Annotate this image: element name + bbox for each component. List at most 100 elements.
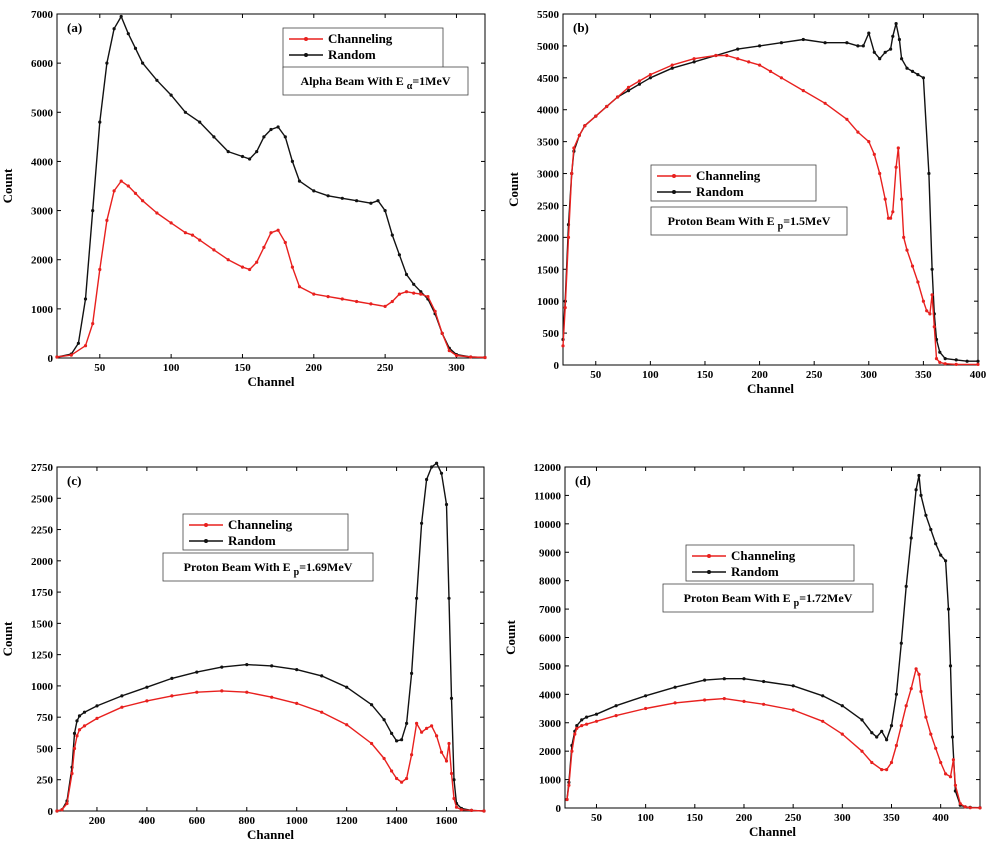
x-tick-label: 250	[785, 812, 802, 824]
data-point	[875, 735, 879, 739]
data-point	[648, 76, 653, 80]
data-point	[801, 37, 805, 42]
data-point	[383, 209, 387, 213]
data-point	[75, 734, 79, 738]
data-point	[703, 698, 707, 702]
data-point	[965, 359, 969, 363]
data-point	[326, 194, 330, 198]
data-point	[420, 521, 424, 525]
data-point	[566, 235, 571, 239]
data-point	[914, 667, 918, 671]
y-tick-label: 2500	[537, 200, 560, 212]
data-point	[405, 776, 409, 781]
data-point	[954, 362, 958, 366]
x-tick-label: 250	[377, 362, 394, 374]
data-point	[921, 76, 926, 80]
data-point	[897, 37, 902, 42]
x-tick-label: 50	[590, 369, 602, 381]
data-point	[929, 527, 933, 532]
data-point	[567, 783, 571, 787]
data-point	[572, 146, 576, 150]
data-point	[905, 66, 909, 70]
y-tick-label: 5000	[539, 661, 562, 673]
data-point	[938, 360, 942, 364]
legend-label: Channeling	[731, 548, 796, 563]
y-tick-label: 5000	[537, 41, 560, 53]
data-point	[248, 157, 252, 161]
data-point	[637, 79, 642, 83]
y-tick-label: 5000	[31, 107, 54, 119]
y-tick-label: 7000	[539, 604, 562, 616]
data-point	[736, 47, 740, 51]
x-tick-label: 300	[834, 812, 851, 824]
data-point	[594, 712, 599, 716]
data-point	[483, 355, 487, 360]
data-point	[82, 710, 87, 714]
data-point	[312, 189, 316, 193]
data-point	[345, 685, 349, 689]
legend-label: Channeling	[228, 517, 293, 532]
x-tick-label: 300	[448, 362, 465, 374]
data-point	[382, 756, 386, 761]
y-tick-label: 1500	[31, 618, 54, 630]
data-point	[801, 89, 805, 93]
data-point	[904, 704, 908, 708]
data-point	[921, 299, 926, 303]
data-point	[98, 267, 102, 272]
data-point	[742, 699, 746, 704]
data-point	[415, 721, 419, 726]
data-point	[673, 701, 677, 705]
y-tick-label: 0	[48, 806, 54, 818]
y-tick-label: 1000	[31, 304, 54, 316]
data-point	[382, 718, 386, 722]
data-point	[155, 211, 159, 215]
data-point	[880, 768, 884, 772]
data-point	[419, 292, 423, 296]
data-point	[370, 703, 374, 707]
data-point	[585, 722, 589, 726]
annotation-text: Proton Beam With E p=1.5MeV	[668, 214, 831, 232]
legend-marker	[304, 37, 308, 41]
data-point	[930, 293, 934, 297]
data-point	[430, 465, 434, 469]
data-point	[400, 738, 404, 742]
data-point	[968, 806, 972, 810]
x-tick-label: 200	[736, 812, 753, 824]
y-tick-label: 0	[556, 803, 562, 815]
series-line-random	[566, 474, 981, 809]
data-point	[958, 802, 962, 806]
x-tick-label: 400	[139, 815, 156, 827]
x-tick-label: 100	[637, 812, 654, 824]
data-point	[924, 513, 928, 517]
data-point	[269, 127, 273, 132]
data-point	[670, 66, 674, 70]
data-point	[447, 596, 451, 600]
y-tick-label: 500	[543, 328, 560, 340]
data-point	[673, 685, 677, 689]
data-point	[220, 665, 224, 669]
x-axis-title: Channel	[247, 827, 294, 842]
data-point	[312, 292, 316, 296]
x-tick-label: 150	[234, 362, 251, 374]
data-point	[355, 299, 359, 304]
data-point	[447, 741, 451, 746]
x-tick-label: 350	[883, 812, 900, 824]
x-tick-label: 400	[970, 369, 987, 381]
data-point	[943, 357, 947, 361]
data-point	[276, 228, 280, 232]
data-point	[226, 150, 230, 154]
annotation-box	[282, 66, 469, 96]
y-tick-label: 3500	[537, 137, 560, 149]
panel-label: (a)	[67, 20, 82, 35]
data-point	[390, 731, 394, 736]
data-point	[295, 701, 299, 706]
y-tick-label: 500	[37, 743, 54, 755]
data-point	[355, 199, 359, 203]
y-tick-label: 1750	[31, 587, 54, 599]
y-tick-label: 1000	[31, 681, 54, 693]
data-point	[861, 44, 865, 48]
data-point	[410, 753, 414, 757]
